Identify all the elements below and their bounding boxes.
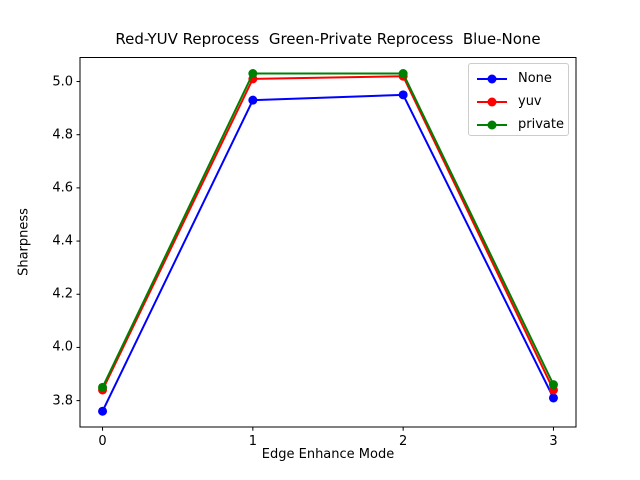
legend: None yuv private bbox=[468, 63, 569, 136]
y-tick-label: 5.0 bbox=[52, 74, 73, 90]
y-tick-label: 4.2 bbox=[52, 286, 73, 302]
legend-item-yuv: yuv bbox=[469, 90, 568, 113]
legend-line-marker-icon bbox=[477, 120, 507, 129]
y-tick-label: 3.8 bbox=[52, 393, 73, 409]
x-tick-label: 3 bbox=[549, 434, 558, 449]
chart-title: Red-YUV Reprocess Green-Private Reproces… bbox=[115, 30, 541, 48]
x-tick-label: 2 bbox=[399, 434, 408, 449]
x-axis-label: Edge Enhance Mode bbox=[261, 447, 395, 462]
legend-label: private bbox=[518, 117, 564, 132]
legend-item-none: None bbox=[469, 67, 568, 90]
x-tick-label: 1 bbox=[248, 434, 257, 449]
x-tick-label: 0 bbox=[98, 434, 107, 449]
legend-line-marker-icon bbox=[477, 97, 507, 106]
legend-line-marker-icon bbox=[477, 74, 507, 83]
y-axis-label: Sharpness bbox=[16, 208, 32, 276]
y-tick-label: 4.8 bbox=[52, 127, 73, 143]
legend-item-private: private bbox=[469, 113, 568, 136]
y-tick-label: 4.6 bbox=[52, 180, 73, 196]
legend-label: yuv bbox=[518, 94, 542, 109]
y-tick-label: 4.0 bbox=[52, 339, 73, 355]
y-tick-label: 4.4 bbox=[52, 233, 73, 249]
legend-label: None bbox=[518, 71, 552, 86]
